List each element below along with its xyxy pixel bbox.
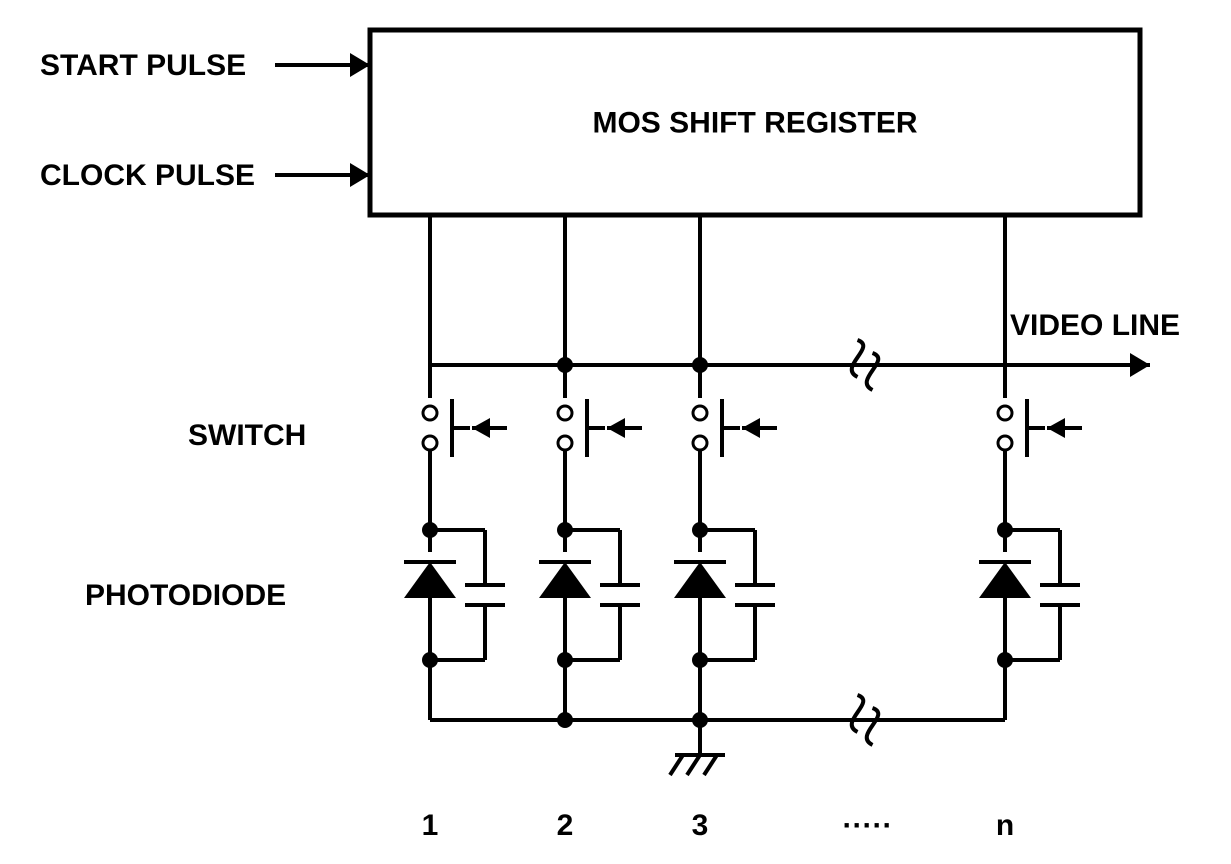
col-3-label: 3: [692, 809, 709, 842]
col-2-label: 2: [557, 809, 574, 842]
start-pulse-label: START PULSE: [40, 49, 246, 82]
col-n-label: n: [996, 809, 1014, 842]
clock-pulse-label: CLOCK PULSE: [40, 159, 255, 192]
col-1-label: 1: [422, 809, 439, 842]
shift-register-label: MOS SHIFT REGISTER: [592, 107, 917, 140]
video-line-label: VIDEO LINE: [1010, 309, 1180, 342]
switch-label: SWITCH: [188, 419, 306, 452]
ellipsis-label: ·····: [843, 809, 893, 842]
schematic-diagram: MOS SHIFT REGISTER START PULSE CLOCK PULSE…: [0, 0, 1231, 864]
photodiode-label: PHOTODIODE: [85, 579, 286, 612]
